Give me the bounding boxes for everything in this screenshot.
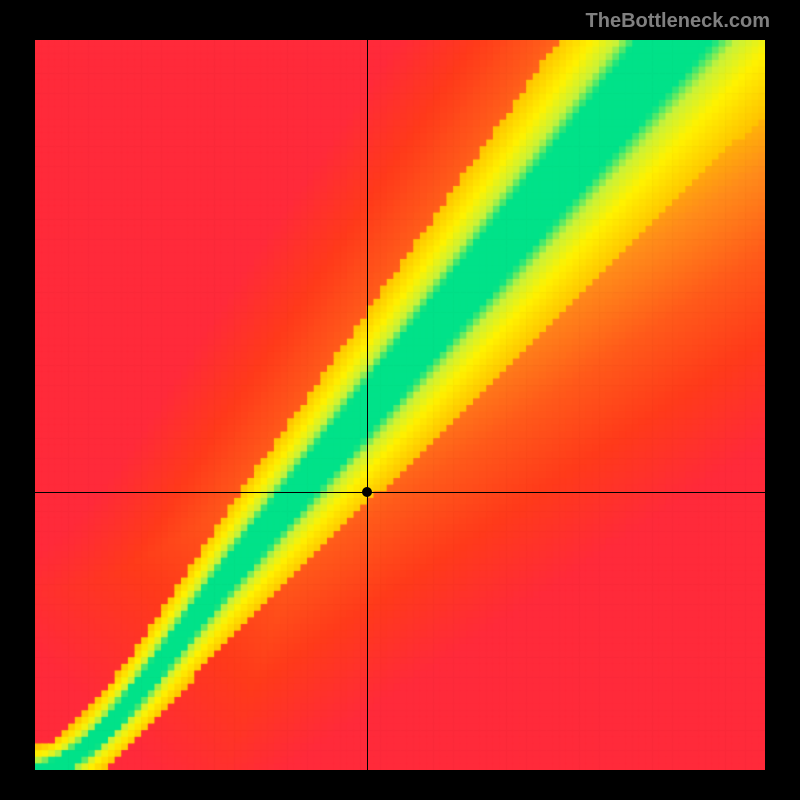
heatmap-canvas <box>35 40 765 770</box>
chart-container: TheBottleneck.com <box>0 0 800 800</box>
plot-area <box>35 40 765 770</box>
watermark-text: TheBottleneck.com <box>586 10 770 33</box>
crosshair-vertical <box>367 40 368 770</box>
marker-dot <box>362 487 372 497</box>
crosshair-horizontal <box>35 492 765 493</box>
